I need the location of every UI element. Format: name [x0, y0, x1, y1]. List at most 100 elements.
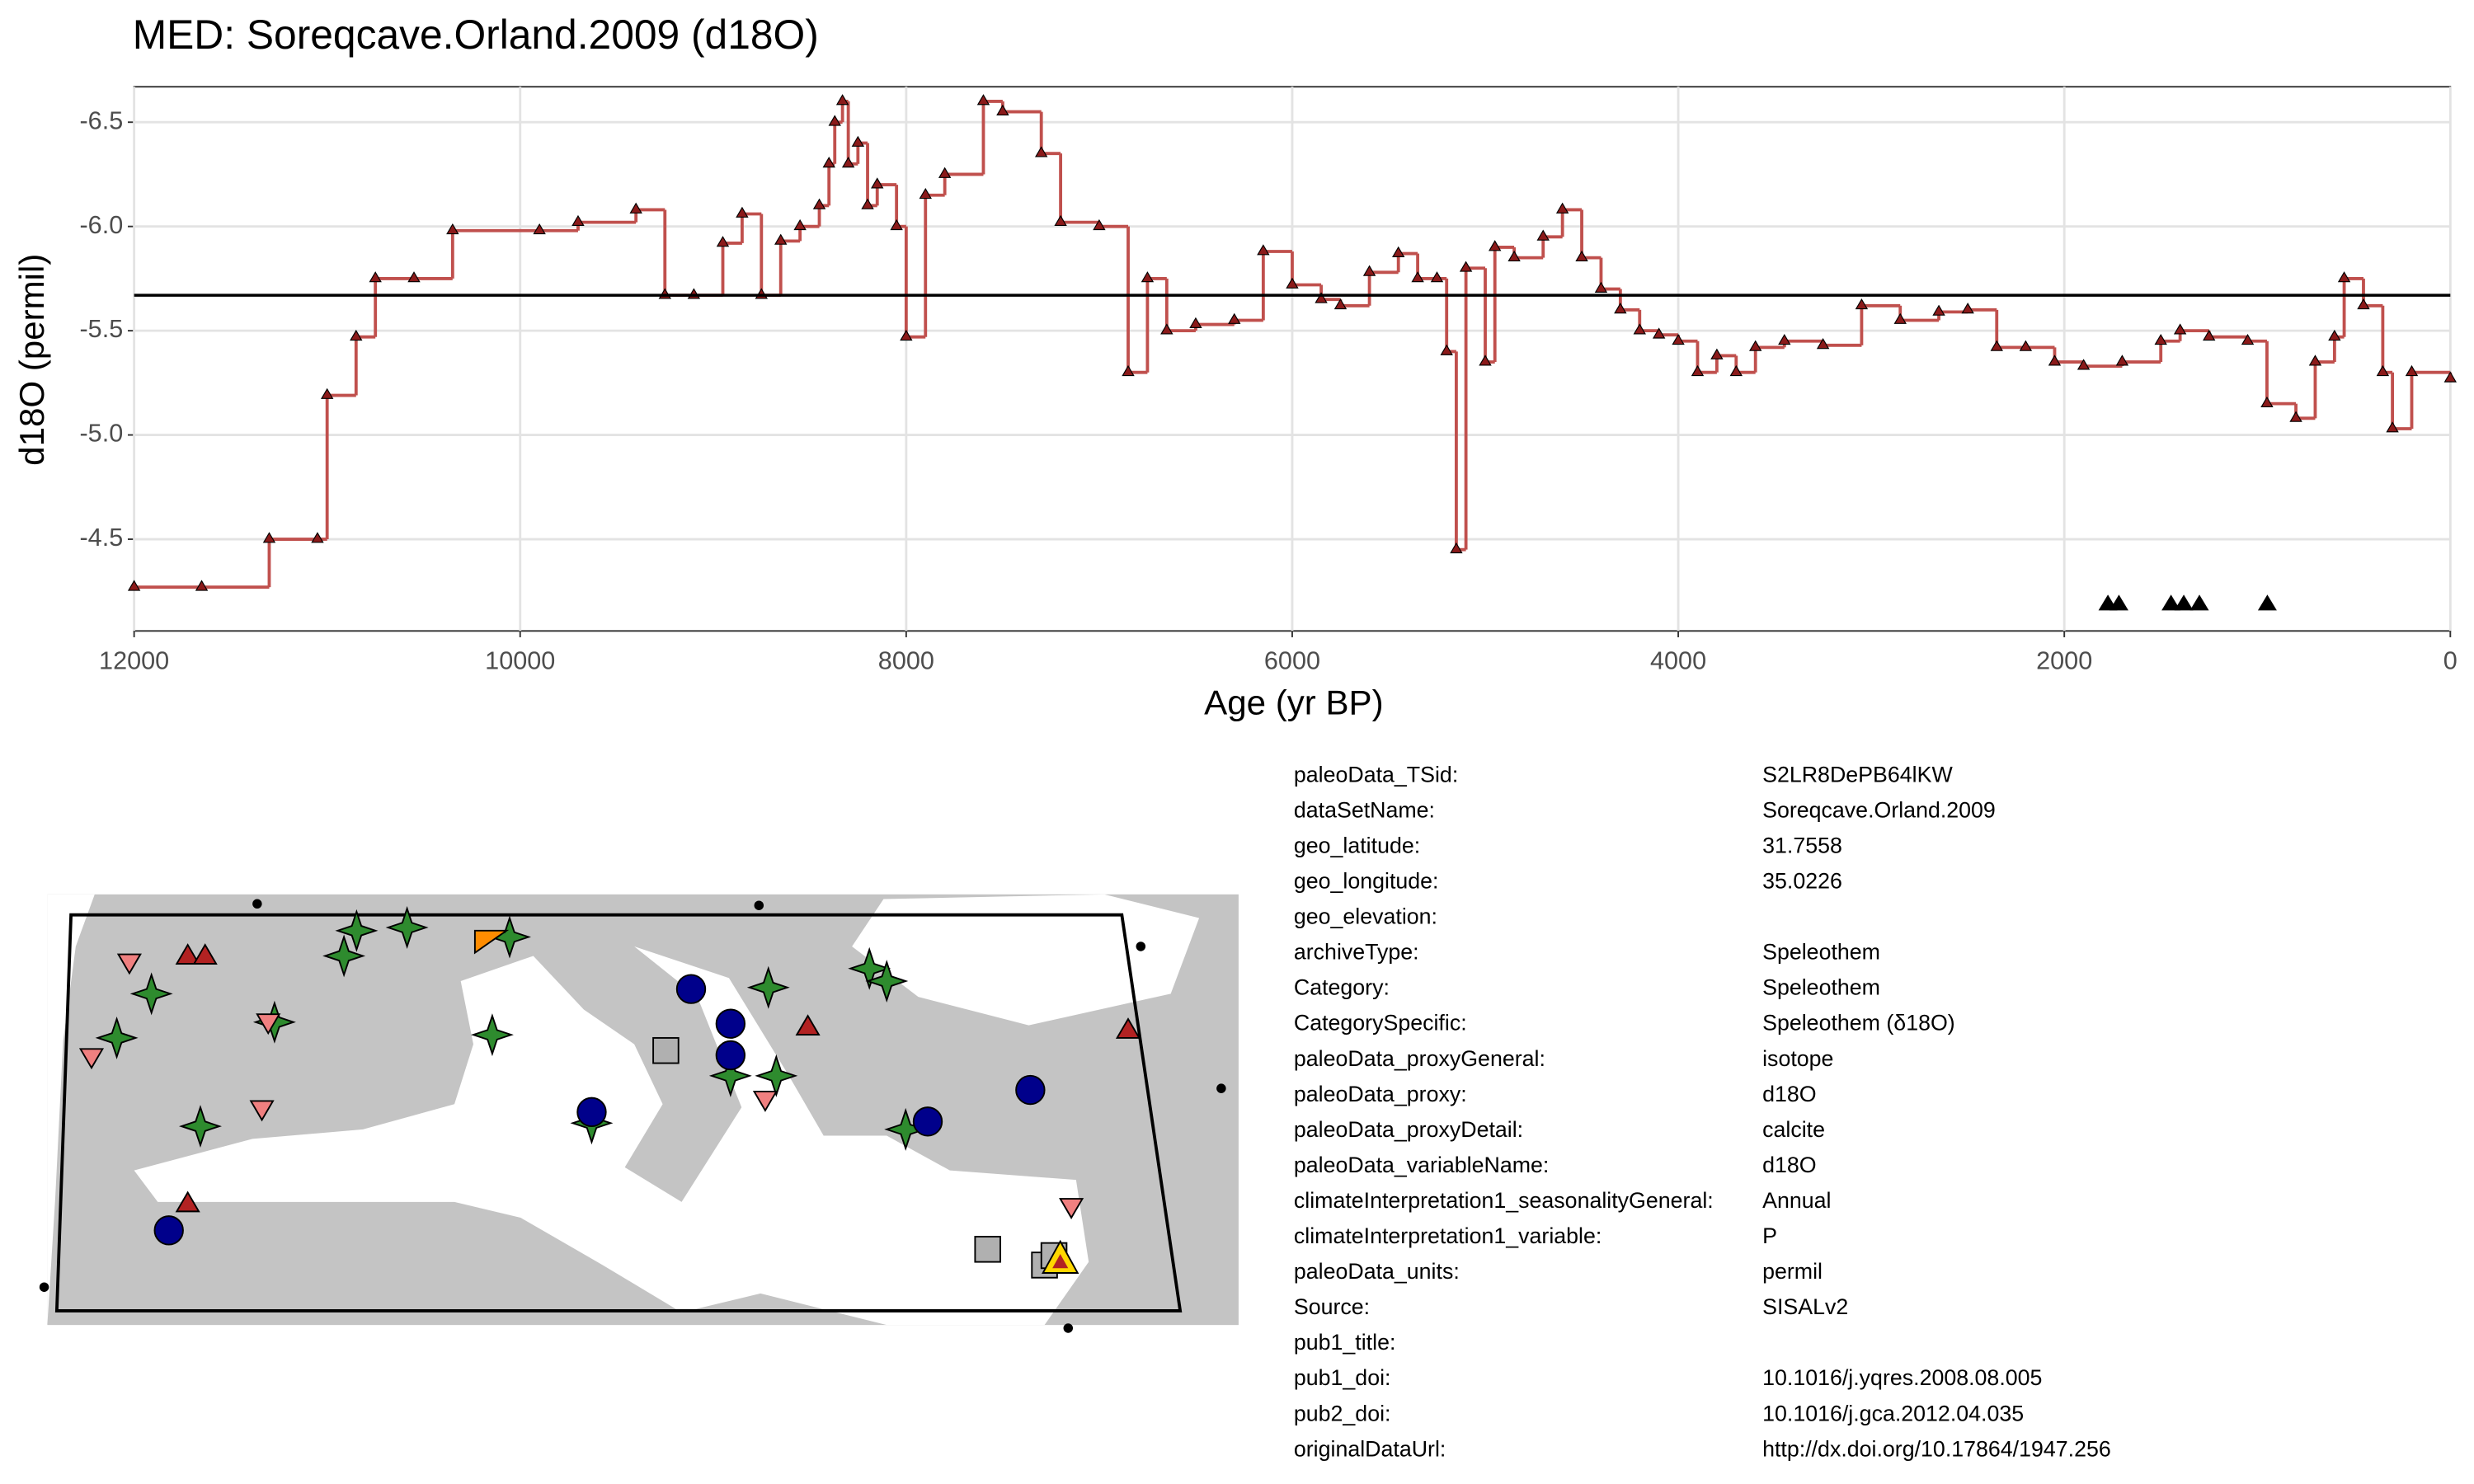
- data-point: [1333, 298, 1348, 310]
- data-point: [2443, 371, 2457, 383]
- chron-control: [2109, 594, 2128, 611]
- meta-key: paleoData_proxy:: [1294, 1082, 1467, 1106]
- data-point: [1189, 317, 1202, 328]
- data-point: [1778, 333, 1791, 345]
- x-tick-label: 10000: [485, 647, 555, 675]
- data-point: [716, 236, 730, 247]
- map-frame: [54, 913, 1183, 1313]
- data-point: [861, 198, 874, 209]
- meta-key: paleoData_proxyGeneral:: [1294, 1046, 1545, 1071]
- data-point: [320, 387, 334, 399]
- data-point: [938, 167, 952, 178]
- data-point: [1093, 218, 1106, 231]
- data-point: [2337, 271, 2351, 283]
- meta-key: dataSetName:: [1294, 797, 1435, 822]
- data-point: [1990, 340, 2003, 351]
- data-point: [1932, 304, 1945, 316]
- site-stars: [95, 906, 928, 1151]
- data-point: [1961, 303, 1974, 314]
- meta-key: pub2_doi:: [1294, 1401, 1391, 1425]
- map-dots: [39, 899, 1226, 1333]
- data-point: [1652, 327, 1666, 339]
- data-point: [350, 329, 363, 341]
- site-orange: [473, 929, 510, 955]
- data-point: [890, 218, 903, 231]
- data-point: [1362, 265, 1376, 276]
- data-point: [2357, 298, 2370, 310]
- map: [39, 894, 1239, 1333]
- meta-key: geo_elevation:: [1294, 904, 1437, 929]
- data-point: [1228, 312, 1241, 324]
- meta-key: geo_latitude:: [1294, 834, 1420, 858]
- data-point: [2308, 355, 2322, 366]
- data-point: [1034, 146, 1048, 157]
- meta-value: P: [1762, 1223, 1777, 1248]
- y-tick-label: -6.0: [79, 211, 123, 239]
- plot-area: [127, 94, 2457, 611]
- grid: -6.5 -6.0 -5.5 -5.0 -4.5 12000 10000 8000 6000 40…: [79, 87, 2458, 675]
- chron-control: [2161, 594, 2181, 611]
- meta-value: Speleothem (δ18O): [1762, 1011, 1955, 1036]
- data-point: [1855, 298, 1869, 310]
- data-point: [812, 198, 826, 209]
- data-point: [835, 94, 849, 106]
- data-point: [311, 532, 324, 543]
- data-point: [2289, 411, 2302, 422]
- y-tick-label: -5.5: [79, 315, 123, 343]
- meta-value: S2LR8DePB64lKW: [1762, 762, 1953, 787]
- meta-value: d18O: [1762, 1082, 1816, 1106]
- data-point: [919, 187, 932, 200]
- data-point: [1729, 364, 1743, 377]
- data-point: [871, 177, 884, 189]
- data-point: [1672, 333, 1685, 345]
- x-tick-label: 6000: [1264, 647, 1320, 675]
- meta-key: geo_longitude:: [1294, 869, 1439, 894]
- meta-value: 10.1016/j.yqres.2008.08.005: [1762, 1365, 2042, 1390]
- data-point: [1411, 271, 1424, 283]
- meta-value: SISALv2: [1762, 1294, 1848, 1319]
- data-point: [2077, 359, 2091, 370]
- meta-value: http://dx.doi.org/10.17864/1947.256: [1762, 1436, 2111, 1461]
- data-point: [2405, 364, 2419, 377]
- site-triangles: [175, 943, 1141, 1213]
- meta-key: paleoData_units:: [1294, 1259, 1460, 1284]
- data-point: [1054, 214, 1067, 227]
- y-tick-label: -5.0: [79, 420, 123, 448]
- data-point: [1489, 240, 1502, 251]
- data-point: [533, 223, 546, 235]
- chron-control: [2257, 594, 2277, 611]
- data-point: [1816, 338, 1830, 350]
- data-point: [841, 157, 855, 168]
- chron-control: [2174, 594, 2194, 611]
- data-point: [127, 580, 141, 591]
- y-axis-title: d18O (permil): [12, 254, 51, 466]
- meta-value: permil: [1762, 1259, 1823, 1284]
- chron-control: [2189, 594, 2209, 611]
- site-circles: [153, 974, 1046, 1246]
- meta-key: archiveType:: [1294, 940, 1419, 965]
- meta-key: Category:: [1294, 975, 1390, 1000]
- metadata-table: paleoData_TSid: S2LR8DePB64lKW dataSetName…: [1294, 762, 2111, 1461]
- data-point: [629, 202, 642, 214]
- data-point: [1141, 271, 1155, 283]
- data-point: [571, 214, 585, 227]
- meta-key: climateInterpretation1_variable:: [1294, 1223, 1602, 1248]
- data-point: [262, 532, 276, 543]
- data-point: [2173, 323, 2187, 335]
- meta-key: paleoData_variableName:: [1294, 1153, 1549, 1177]
- data-point: [1633, 323, 1646, 335]
- site-down-triangles: [78, 953, 1084, 1219]
- meta-value: isotope: [1762, 1046, 1833, 1071]
- data-point: [1315, 292, 1328, 303]
- data-point: [1614, 303, 1627, 314]
- y-tick-label: -6.5: [79, 106, 123, 134]
- meta-key: climateInterpretation1_seasonalityGenera…: [1294, 1188, 1714, 1213]
- data-point: [2241, 333, 2255, 345]
- data-point: [900, 329, 913, 341]
- y-tick-label: -4.5: [79, 524, 123, 552]
- data-point: [828, 115, 841, 126]
- data-point: [2048, 355, 2062, 366]
- data-point: [2260, 396, 2274, 408]
